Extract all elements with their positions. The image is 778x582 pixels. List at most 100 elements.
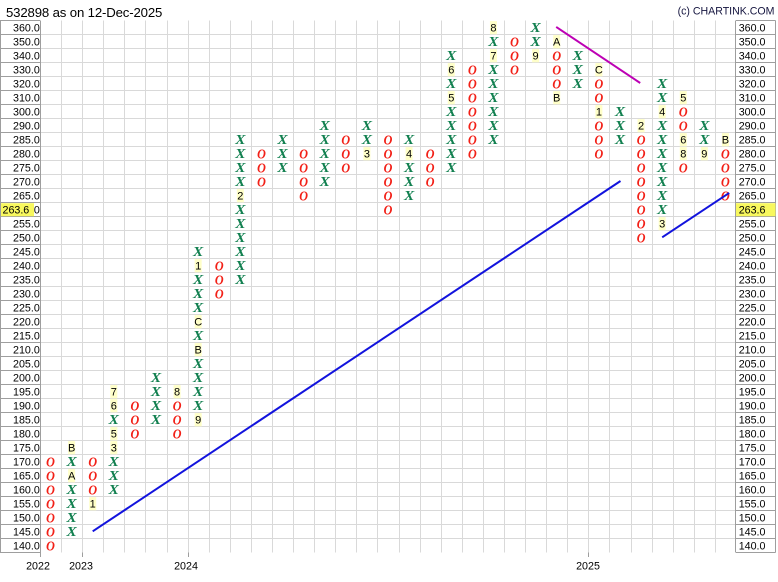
svg-text:O: O — [679, 119, 688, 134]
svg-text:255.0: 255.0 — [13, 219, 40, 231]
svg-text:X: X — [361, 119, 374, 134]
svg-text:2024: 2024 — [174, 560, 198, 572]
svg-text:O: O — [595, 119, 604, 134]
svg-text:195.0: 195.0 — [739, 387, 766, 399]
svg-text:X: X — [192, 245, 205, 260]
svg-text:X: X — [698, 119, 711, 134]
svg-text:1: 1 — [596, 106, 602, 118]
svg-text:O: O — [468, 133, 477, 148]
svg-text:145.0: 145.0 — [739, 527, 766, 539]
svg-text:263.6: 263.6 — [3, 205, 30, 217]
svg-text:2: 2 — [638, 120, 644, 132]
svg-text:5: 5 — [448, 92, 454, 104]
svg-text:O: O — [552, 77, 561, 92]
svg-text:O: O — [721, 175, 730, 190]
svg-text:O: O — [215, 287, 224, 302]
svg-text:X: X — [276, 133, 289, 148]
svg-text:275.0: 275.0 — [739, 163, 766, 175]
svg-text:O: O — [721, 147, 730, 162]
svg-text:X: X — [319, 175, 332, 190]
svg-text:150.0: 150.0 — [13, 513, 40, 525]
svg-text:(c) CHARTINK.COM: (c) CHARTINK.COM — [678, 6, 775, 18]
svg-text:200.0: 200.0 — [13, 373, 40, 385]
svg-text:X: X — [361, 133, 374, 148]
svg-text:O: O — [637, 231, 646, 246]
svg-text:4: 4 — [659, 106, 665, 118]
svg-text:O: O — [46, 497, 55, 512]
svg-text:X: X — [65, 511, 78, 526]
svg-text:3: 3 — [364, 148, 370, 160]
svg-text:X: X — [234, 147, 247, 162]
svg-text:X: X — [656, 175, 669, 190]
svg-text:X: X — [319, 133, 332, 148]
svg-text:265.0: 265.0 — [13, 191, 40, 203]
svg-text:O: O — [426, 175, 435, 190]
svg-text:O: O — [595, 77, 604, 92]
svg-text:220.0: 220.0 — [13, 317, 40, 329]
svg-text:X: X — [403, 175, 416, 190]
svg-text:X: X — [698, 133, 711, 148]
svg-text:X: X — [656, 133, 669, 148]
svg-text:X: X — [487, 63, 500, 78]
svg-text:300.0: 300.0 — [739, 107, 766, 119]
svg-text:X: X — [276, 147, 289, 162]
svg-text:250.0: 250.0 — [739, 233, 766, 245]
svg-text:O: O — [299, 147, 308, 162]
svg-text:O: O — [341, 133, 350, 148]
svg-text:A: A — [553, 36, 561, 48]
svg-text:O: O — [215, 273, 224, 288]
svg-text:X: X — [150, 371, 163, 386]
svg-text:175.0: 175.0 — [739, 443, 766, 455]
svg-text:X: X — [108, 413, 121, 428]
svg-text:310.0: 310.0 — [13, 93, 40, 105]
svg-text:265.0: 265.0 — [739, 191, 766, 203]
svg-text:X: X — [572, 77, 585, 92]
svg-text:X: X — [108, 483, 121, 498]
svg-text:165.0: 165.0 — [739, 471, 766, 483]
svg-text:X: X — [192, 357, 205, 372]
svg-text:O: O — [384, 161, 393, 176]
svg-text:290.0: 290.0 — [739, 121, 766, 133]
svg-text:X: X — [234, 217, 247, 232]
svg-text:O: O — [637, 161, 646, 176]
svg-text:X: X — [150, 385, 163, 400]
svg-text:O: O — [468, 105, 477, 120]
svg-text:X: X — [108, 455, 121, 470]
svg-text:180.0: 180.0 — [13, 429, 40, 441]
svg-text:X: X — [65, 483, 78, 498]
svg-text:X: X — [234, 273, 247, 288]
svg-text:O: O — [679, 161, 688, 176]
svg-text:X: X — [445, 49, 458, 64]
svg-text:B: B — [68, 442, 75, 454]
svg-text:B: B — [553, 92, 560, 104]
svg-text:1: 1 — [90, 498, 96, 510]
svg-text:X: X — [445, 161, 458, 176]
svg-text:X: X — [65, 455, 78, 470]
svg-text:9: 9 — [701, 148, 707, 160]
svg-text:O: O — [341, 147, 350, 162]
svg-text:280.0: 280.0 — [13, 149, 40, 161]
svg-text:X: X — [192, 287, 205, 302]
svg-text:230.0: 230.0 — [739, 289, 766, 301]
svg-text:160.0: 160.0 — [13, 485, 40, 497]
svg-text:X: X — [150, 413, 163, 428]
svg-text:270.0: 270.0 — [739, 177, 766, 189]
svg-text:O: O — [46, 511, 55, 526]
svg-text:O: O — [637, 175, 646, 190]
svg-text:290.0: 290.0 — [13, 121, 40, 133]
svg-text:2: 2 — [237, 190, 243, 202]
svg-text:155.0: 155.0 — [739, 499, 766, 511]
svg-text:X: X — [234, 259, 247, 274]
svg-text:O: O — [46, 469, 55, 484]
svg-text:350.0: 350.0 — [739, 37, 766, 49]
svg-text:O: O — [257, 161, 266, 176]
svg-text:X: X — [529, 21, 542, 36]
svg-text:X: X — [403, 189, 416, 204]
svg-text:X: X — [487, 133, 500, 148]
svg-text:X: X — [614, 133, 627, 148]
svg-text:140.0: 140.0 — [13, 541, 40, 553]
svg-text:O: O — [595, 147, 604, 162]
svg-text:O: O — [215, 259, 224, 274]
svg-text:X: X — [234, 203, 247, 218]
svg-text:O: O — [173, 427, 182, 442]
